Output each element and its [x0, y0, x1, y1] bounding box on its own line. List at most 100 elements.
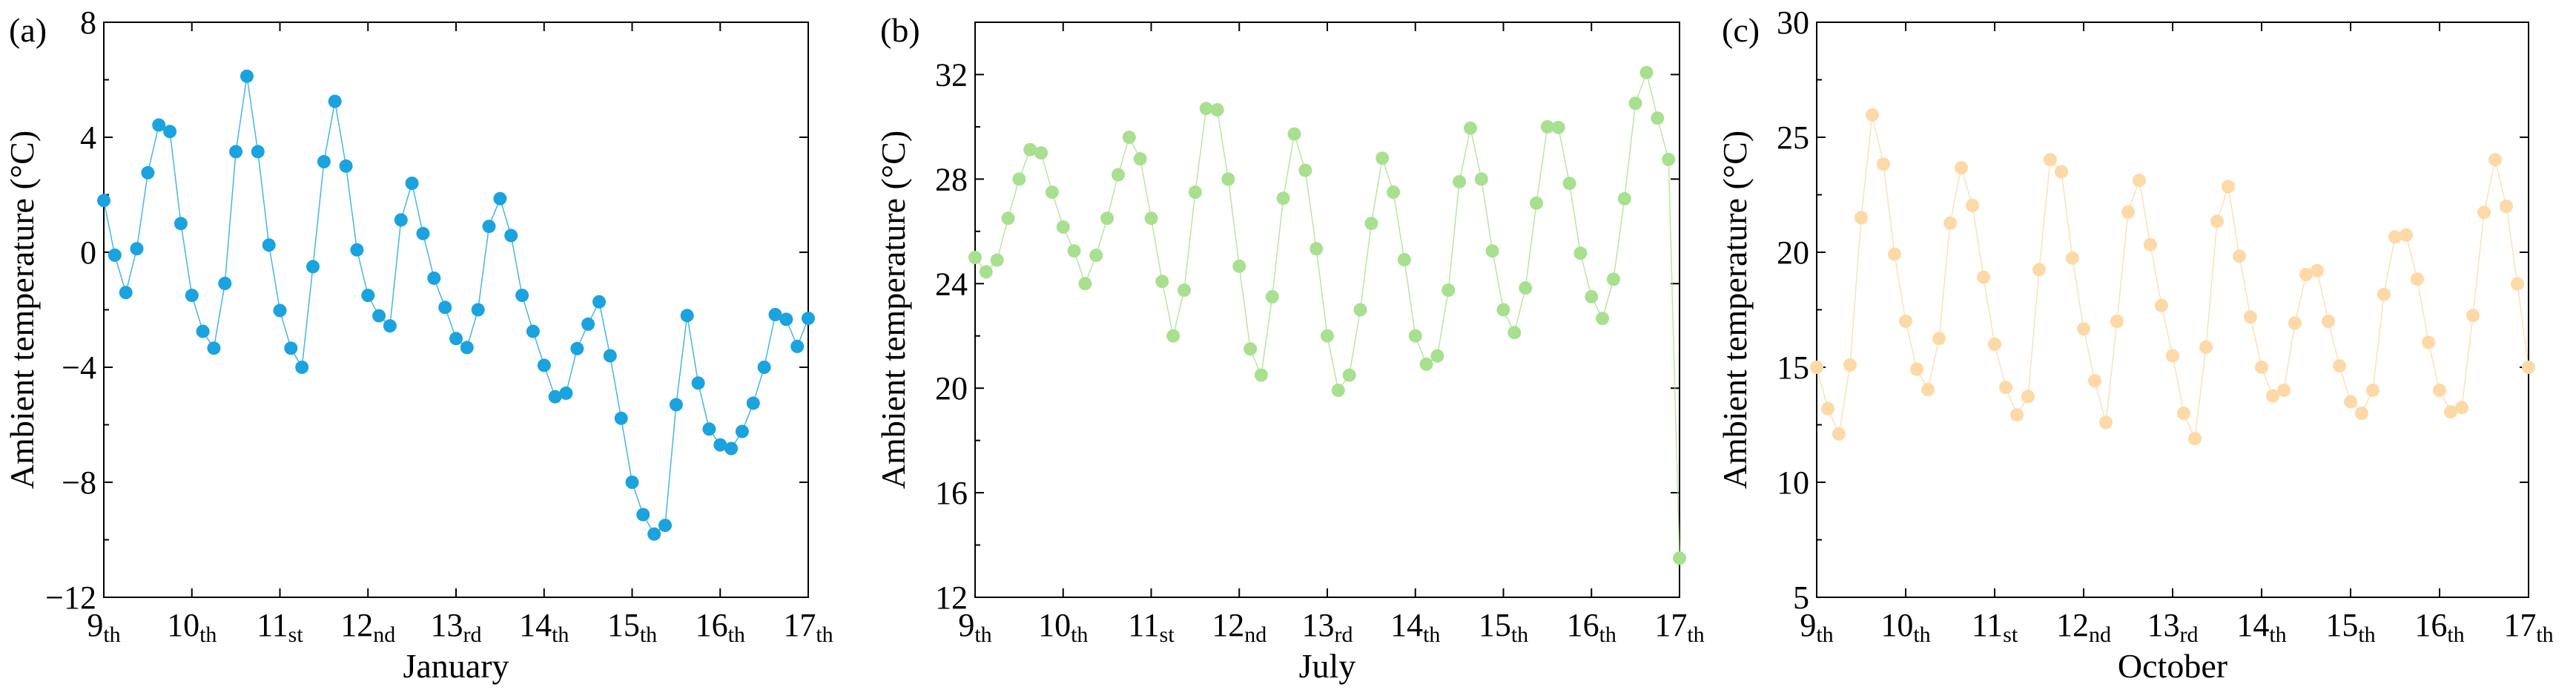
y-axis-title: Ambient temperature (°C) [3, 131, 41, 489]
data-point [1628, 96, 1642, 111]
data-point [1639, 65, 1654, 79]
data-point [1364, 217, 1378, 231]
panel-b: (b) 12 16 20 24 28 32 9th 10th 11st 12nd 13rd 14th 15… [874, 11, 1705, 685]
data-point [2355, 407, 2368, 420]
data-point [2222, 180, 2235, 194]
data-point [1988, 338, 2001, 351]
data-point [2177, 407, 2190, 420]
x-tick-label: 13rd [1302, 607, 1353, 647]
data-point [1866, 108, 1879, 122]
y-tick-label: −8 [62, 464, 96, 501]
x-tick-suffix: th [816, 623, 833, 647]
data-point [537, 358, 551, 372]
y-tick-label: 4 [80, 119, 96, 156]
data-point [1387, 185, 1401, 199]
data-point [1199, 102, 1213, 116]
data-point [339, 159, 353, 173]
data-point [1089, 249, 1103, 263]
data-point [1342, 368, 1356, 382]
x-tick-label: 9th [87, 607, 120, 647]
data-point [449, 332, 463, 346]
data-point [658, 519, 672, 533]
x-tick-label: 15th [607, 607, 657, 647]
x-tick-label: 14th [519, 607, 569, 647]
data-point [2133, 174, 2146, 188]
x-tick-label: 14th [2236, 607, 2286, 647]
x-tick-label: 16th [1567, 607, 1616, 647]
x-tick-label: 11st [1972, 607, 2018, 647]
x-tick-label: 10th [167, 607, 217, 647]
x-tick-label: 16th [696, 607, 745, 647]
x-tick-suffix: th [103, 623, 120, 647]
data-point [2311, 263, 2324, 277]
plot-frame [974, 22, 1680, 598]
data-point [581, 317, 595, 331]
data-point [2388, 230, 2402, 244]
data-point [790, 339, 805, 353]
data-point [1540, 119, 1554, 134]
data-point [240, 69, 254, 83]
data-point [1977, 270, 1990, 284]
data-point [372, 309, 386, 323]
data-point [680, 309, 694, 323]
data-point [1832, 427, 1846, 441]
data-point [317, 154, 331, 168]
data-point [1298, 163, 1312, 177]
data-point [1530, 196, 1543, 210]
y-tick-label: 28 [935, 161, 968, 197]
data-point [1353, 303, 1367, 317]
x-tick-suffix: th [2447, 623, 2464, 647]
data-point [2411, 272, 2424, 286]
data-point [427, 271, 441, 285]
data-point [1034, 146, 1048, 160]
x-tick-suffix: th [1913, 623, 1930, 647]
data-point [979, 265, 993, 279]
y-axis-title: Ambient temperature (°C) [874, 131, 912, 489]
data-point [2466, 309, 2480, 323]
panel-a: (a) −12 −8 −4 0 4 8 9th 10th 11st 12nd 13rd 14th 15th… [3, 4, 833, 685]
data-point [691, 376, 705, 390]
data-point [768, 308, 782, 321]
data-point [1453, 174, 1467, 188]
x-tick-suffix: rd [463, 623, 482, 647]
data-point [1966, 199, 1979, 212]
y-tick-label: 5 [1793, 579, 1809, 616]
data-point [2288, 316, 2302, 330]
data-point [1810, 361, 1823, 374]
data-point [1210, 103, 1224, 116]
x-tick-suffix: nd [2089, 623, 2111, 647]
data-point [1551, 120, 1565, 134]
x-tick-suffix: th [552, 623, 569, 647]
data-point [1023, 142, 1037, 157]
data-point [2333, 359, 2346, 373]
y-tick-label: 20 [1777, 234, 1809, 271]
y-tick-label: 16 [935, 475, 968, 511]
data-point [702, 422, 716, 436]
data-point [1321, 329, 1334, 343]
data-point [1078, 277, 1092, 291]
data-point [229, 145, 243, 159]
data-point [1562, 177, 1576, 191]
panel-c: (c) 5 10 15 20 25 30 9th 10th 11st 12nd 13rd 14th 15t… [1716, 4, 2554, 685]
x-tick-label: 11st [1128, 607, 1175, 647]
data-point [515, 289, 529, 303]
data-point [2010, 408, 2024, 422]
y-tick-label: 15 [1777, 349, 1809, 386]
data-point [2400, 228, 2413, 242]
x-tick-label: 10th [1880, 607, 1930, 647]
data-point [636, 508, 650, 522]
data-point [1673, 551, 1686, 565]
data-point [185, 289, 199, 303]
data-point [207, 341, 221, 355]
data-point [482, 220, 496, 234]
data-point [130, 242, 144, 256]
x-tick-label: 13rd [431, 607, 482, 647]
data-point [438, 300, 452, 315]
x-tick-label: 15th [1479, 607, 1528, 647]
data-point [2489, 153, 2502, 167]
x-tick-label: 12nd [340, 607, 395, 647]
data-point [295, 361, 309, 374]
data-point [1888, 247, 1901, 261]
data-point [990, 253, 1004, 267]
data-point [625, 476, 639, 489]
